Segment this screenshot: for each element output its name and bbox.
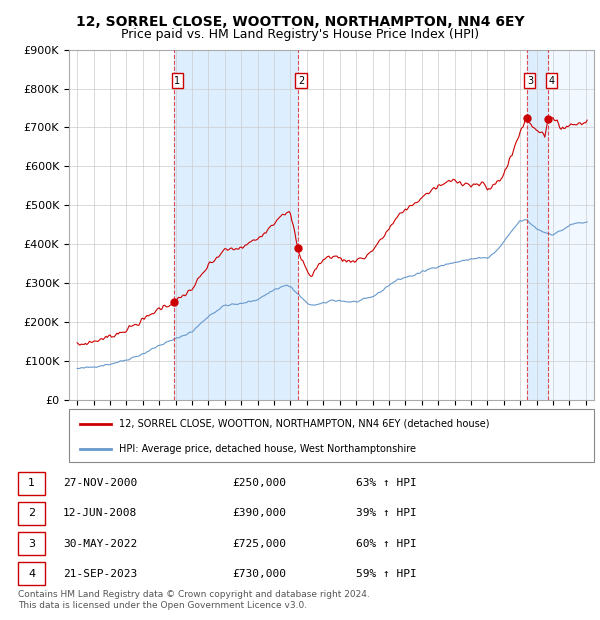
Text: 4: 4 [548, 76, 554, 86]
Text: 39% ↑ HPI: 39% ↑ HPI [356, 508, 417, 518]
Text: 2: 2 [28, 508, 35, 518]
Text: 63% ↑ HPI: 63% ↑ HPI [356, 478, 417, 488]
FancyBboxPatch shape [18, 532, 45, 555]
Text: £730,000: £730,000 [232, 569, 286, 579]
Text: 12, SORREL CLOSE, WOOTTON, NORTHAMPTON, NN4 6EY: 12, SORREL CLOSE, WOOTTON, NORTHAMPTON, … [76, 16, 524, 30]
Bar [569, 50, 594, 400]
Text: HPI: Average price, detached house, West Northamptonshire: HPI: Average price, detached house, West… [119, 444, 416, 454]
Text: £390,000: £390,000 [232, 508, 286, 518]
Text: £725,000: £725,000 [232, 539, 286, 549]
Bar [527, 50, 548, 400]
Text: £250,000: £250,000 [232, 478, 286, 488]
Text: 30-MAY-2022: 30-MAY-2022 [63, 539, 137, 549]
Text: 3: 3 [28, 539, 35, 549]
FancyBboxPatch shape [69, 409, 594, 462]
Text: 12-JUN-2008: 12-JUN-2008 [63, 508, 137, 518]
Text: 60% ↑ HPI: 60% ↑ HPI [356, 539, 417, 549]
FancyBboxPatch shape [18, 472, 45, 495]
Text: 1: 1 [28, 478, 35, 488]
Bar [548, 50, 594, 400]
Text: 12, SORREL CLOSE, WOOTTON, NORTHAMPTON, NN4 6EY (detached house): 12, SORREL CLOSE, WOOTTON, NORTHAMPTON, … [119, 419, 490, 429]
Text: 59% ↑ HPI: 59% ↑ HPI [356, 569, 417, 579]
Text: 3: 3 [527, 76, 533, 86]
Text: 4: 4 [28, 569, 35, 579]
Text: 2: 2 [298, 76, 304, 86]
Text: 27-NOV-2000: 27-NOV-2000 [63, 478, 137, 488]
FancyBboxPatch shape [18, 562, 45, 585]
Text: Price paid vs. HM Land Registry's House Price Index (HPI): Price paid vs. HM Land Registry's House … [121, 28, 479, 41]
Bar [174, 50, 298, 400]
Text: 1: 1 [174, 76, 180, 86]
Text: Contains HM Land Registry data © Crown copyright and database right 2024.
This d: Contains HM Land Registry data © Crown c… [18, 590, 370, 609]
Text: 21-SEP-2023: 21-SEP-2023 [63, 569, 137, 579]
FancyBboxPatch shape [18, 502, 45, 525]
